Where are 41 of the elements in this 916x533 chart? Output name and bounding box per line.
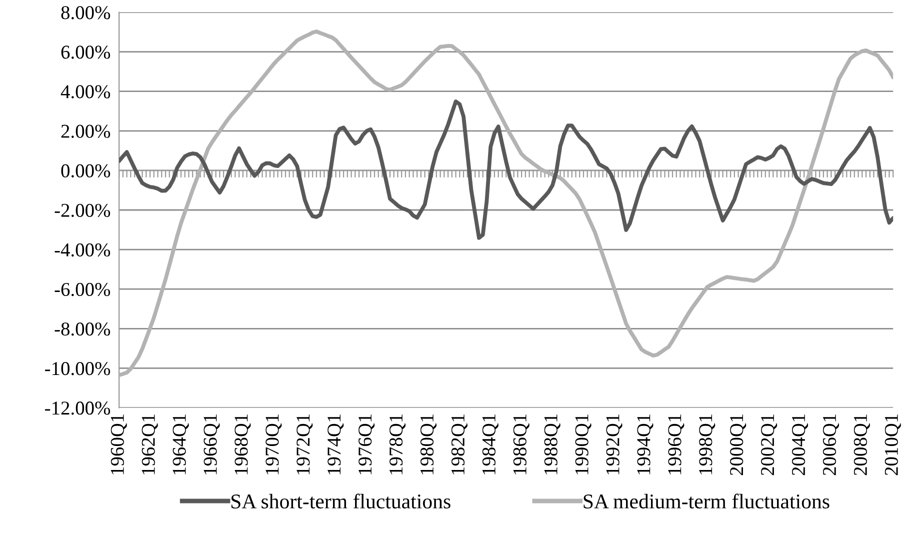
y-tick-label: 8.00% [61, 6, 110, 20]
legend-label: SA medium-term fluctuations [584, 494, 830, 509]
x-tick-label: 1994Q1 [637, 414, 654, 474]
y-tick-label: 0.00% [61, 164, 110, 178]
x-tick-label: 1980Q1 [420, 414, 437, 474]
x-tick-label: 1992Q1 [606, 414, 622, 474]
x-tick-label: 1988Q1 [544, 414, 560, 474]
x-tick-label: 1970Q1 [266, 414, 282, 474]
x-tick-label: 1968Q1 [234, 414, 251, 474]
x-tick-label: 1962Q1 [142, 414, 158, 474]
x-tick-label: 1972Q1 [296, 414, 313, 474]
y-tick-label: -12.00% [45, 402, 110, 415]
x-tick-label: 2000Q1 [730, 414, 746, 476]
x-tick-label: 1974Q1 [328, 414, 344, 474]
y-tick-label: -6.00% [54, 282, 110, 296]
x-tick-label: 1966Q1 [204, 414, 220, 474]
x-tick-label: 1976Q1 [358, 414, 375, 474]
x-tick-label: 1996Q1 [668, 414, 684, 474]
x-tick-label: 1986Q1 [513, 414, 530, 474]
line-series [119, 29, 894, 378]
y-tick-label: 4.00% [60, 85, 110, 98]
x-tick-label: 1982Q1 [451, 414, 468, 474]
x-tick-label: 2008Q1 [854, 414, 870, 476]
x-tick-label: 2002Q1 [761, 414, 778, 476]
x-tick-label: 1990Q1 [575, 414, 592, 474]
y-tick-label: -4.00% [54, 243, 110, 257]
y-tick-label: 6.00% [61, 46, 110, 59]
x-tick-label: 1960Q1 [110, 414, 127, 474]
y-tick-label: -10.00% [45, 362, 110, 376]
x-tick-label: 1978Q1 [389, 414, 406, 474]
x-tick-label: 1964Q1 [172, 414, 189, 474]
line-series [119, 99, 894, 240]
x-tick-label: 2004Q1 [792, 414, 808, 476]
x-tick-label: 1998Q1 [699, 414, 716, 474]
y-tick-label: 2.00% [61, 124, 110, 138]
y-tick-label: -8.00% [54, 322, 110, 336]
y-tick-label: -2.00% [54, 204, 110, 218]
legend-label: SA short-term fluctuations [231, 494, 450, 509]
x-tick-label: 2006Q1 [822, 414, 840, 476]
x-tick-label: 1984Q1 [482, 414, 498, 474]
x-tick-label: 2010Q1 [884, 414, 901, 476]
